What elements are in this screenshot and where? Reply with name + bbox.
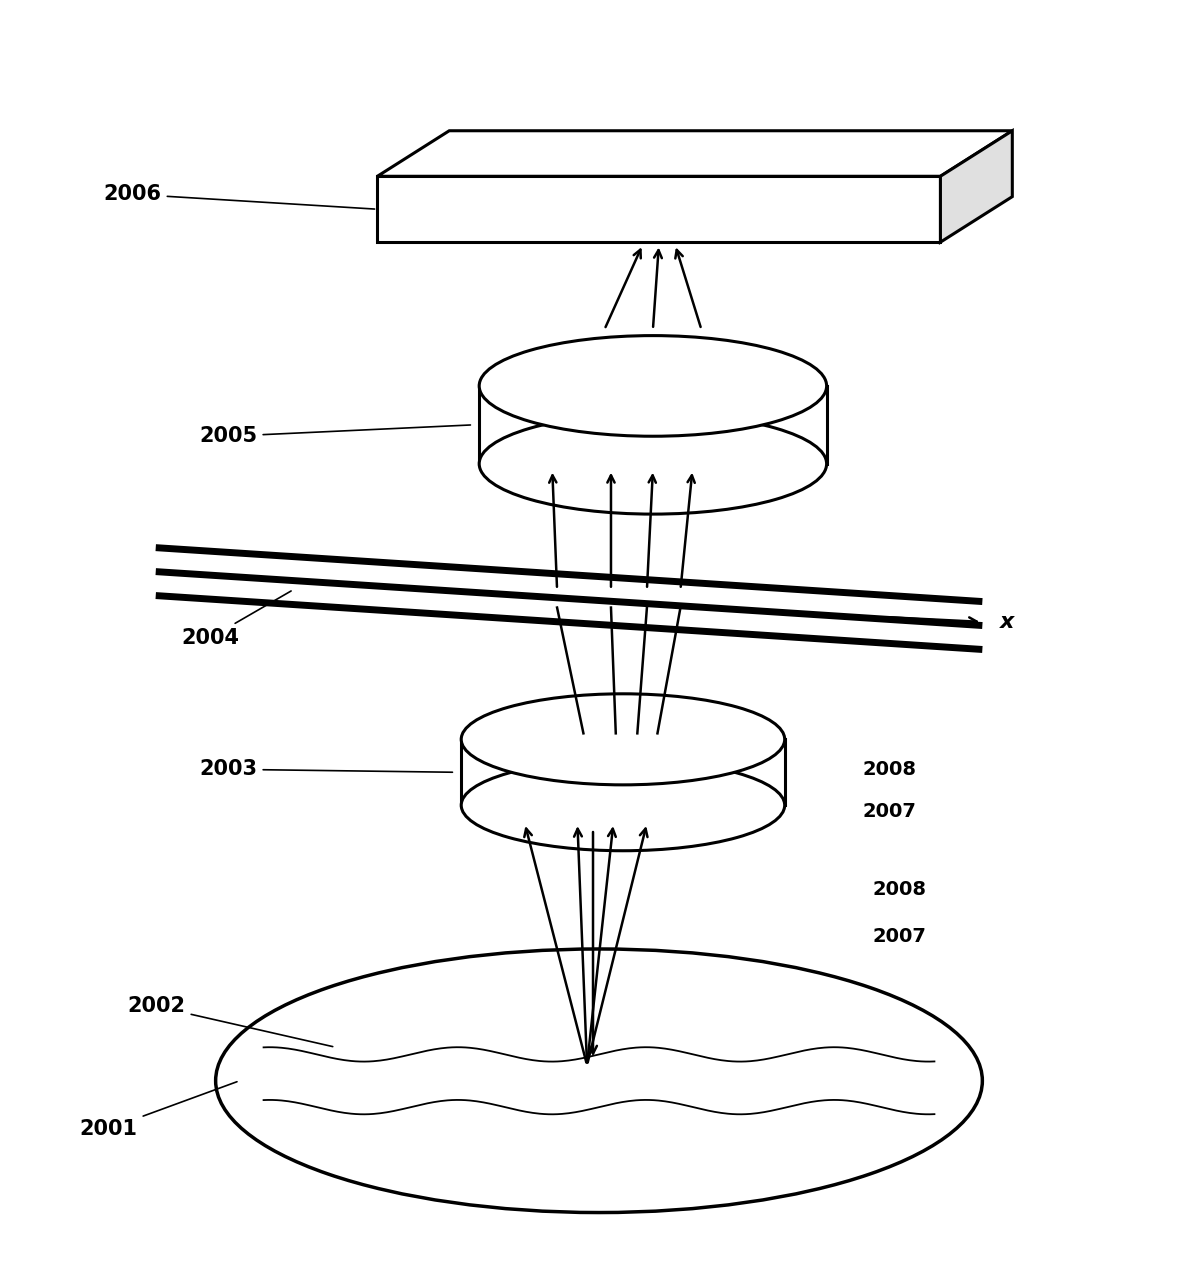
Polygon shape [377,131,1012,176]
Text: 2006: 2006 [104,185,375,209]
Ellipse shape [216,949,982,1213]
Text: x: x [1000,612,1015,632]
Text: 2008: 2008 [872,880,926,899]
Text: 2005: 2005 [199,425,471,446]
Text: 2004: 2004 [182,592,291,648]
Ellipse shape [461,694,785,785]
Ellipse shape [479,413,827,514]
Text: 2003: 2003 [200,760,453,779]
Ellipse shape [479,335,827,436]
Text: 2007: 2007 [863,802,916,821]
Text: 2007: 2007 [872,927,926,946]
Polygon shape [377,176,940,242]
Text: 2001: 2001 [80,1081,237,1139]
Polygon shape [940,131,1012,242]
Text: 2002: 2002 [128,997,333,1047]
Text: 2008: 2008 [863,760,916,779]
Ellipse shape [461,760,785,850]
